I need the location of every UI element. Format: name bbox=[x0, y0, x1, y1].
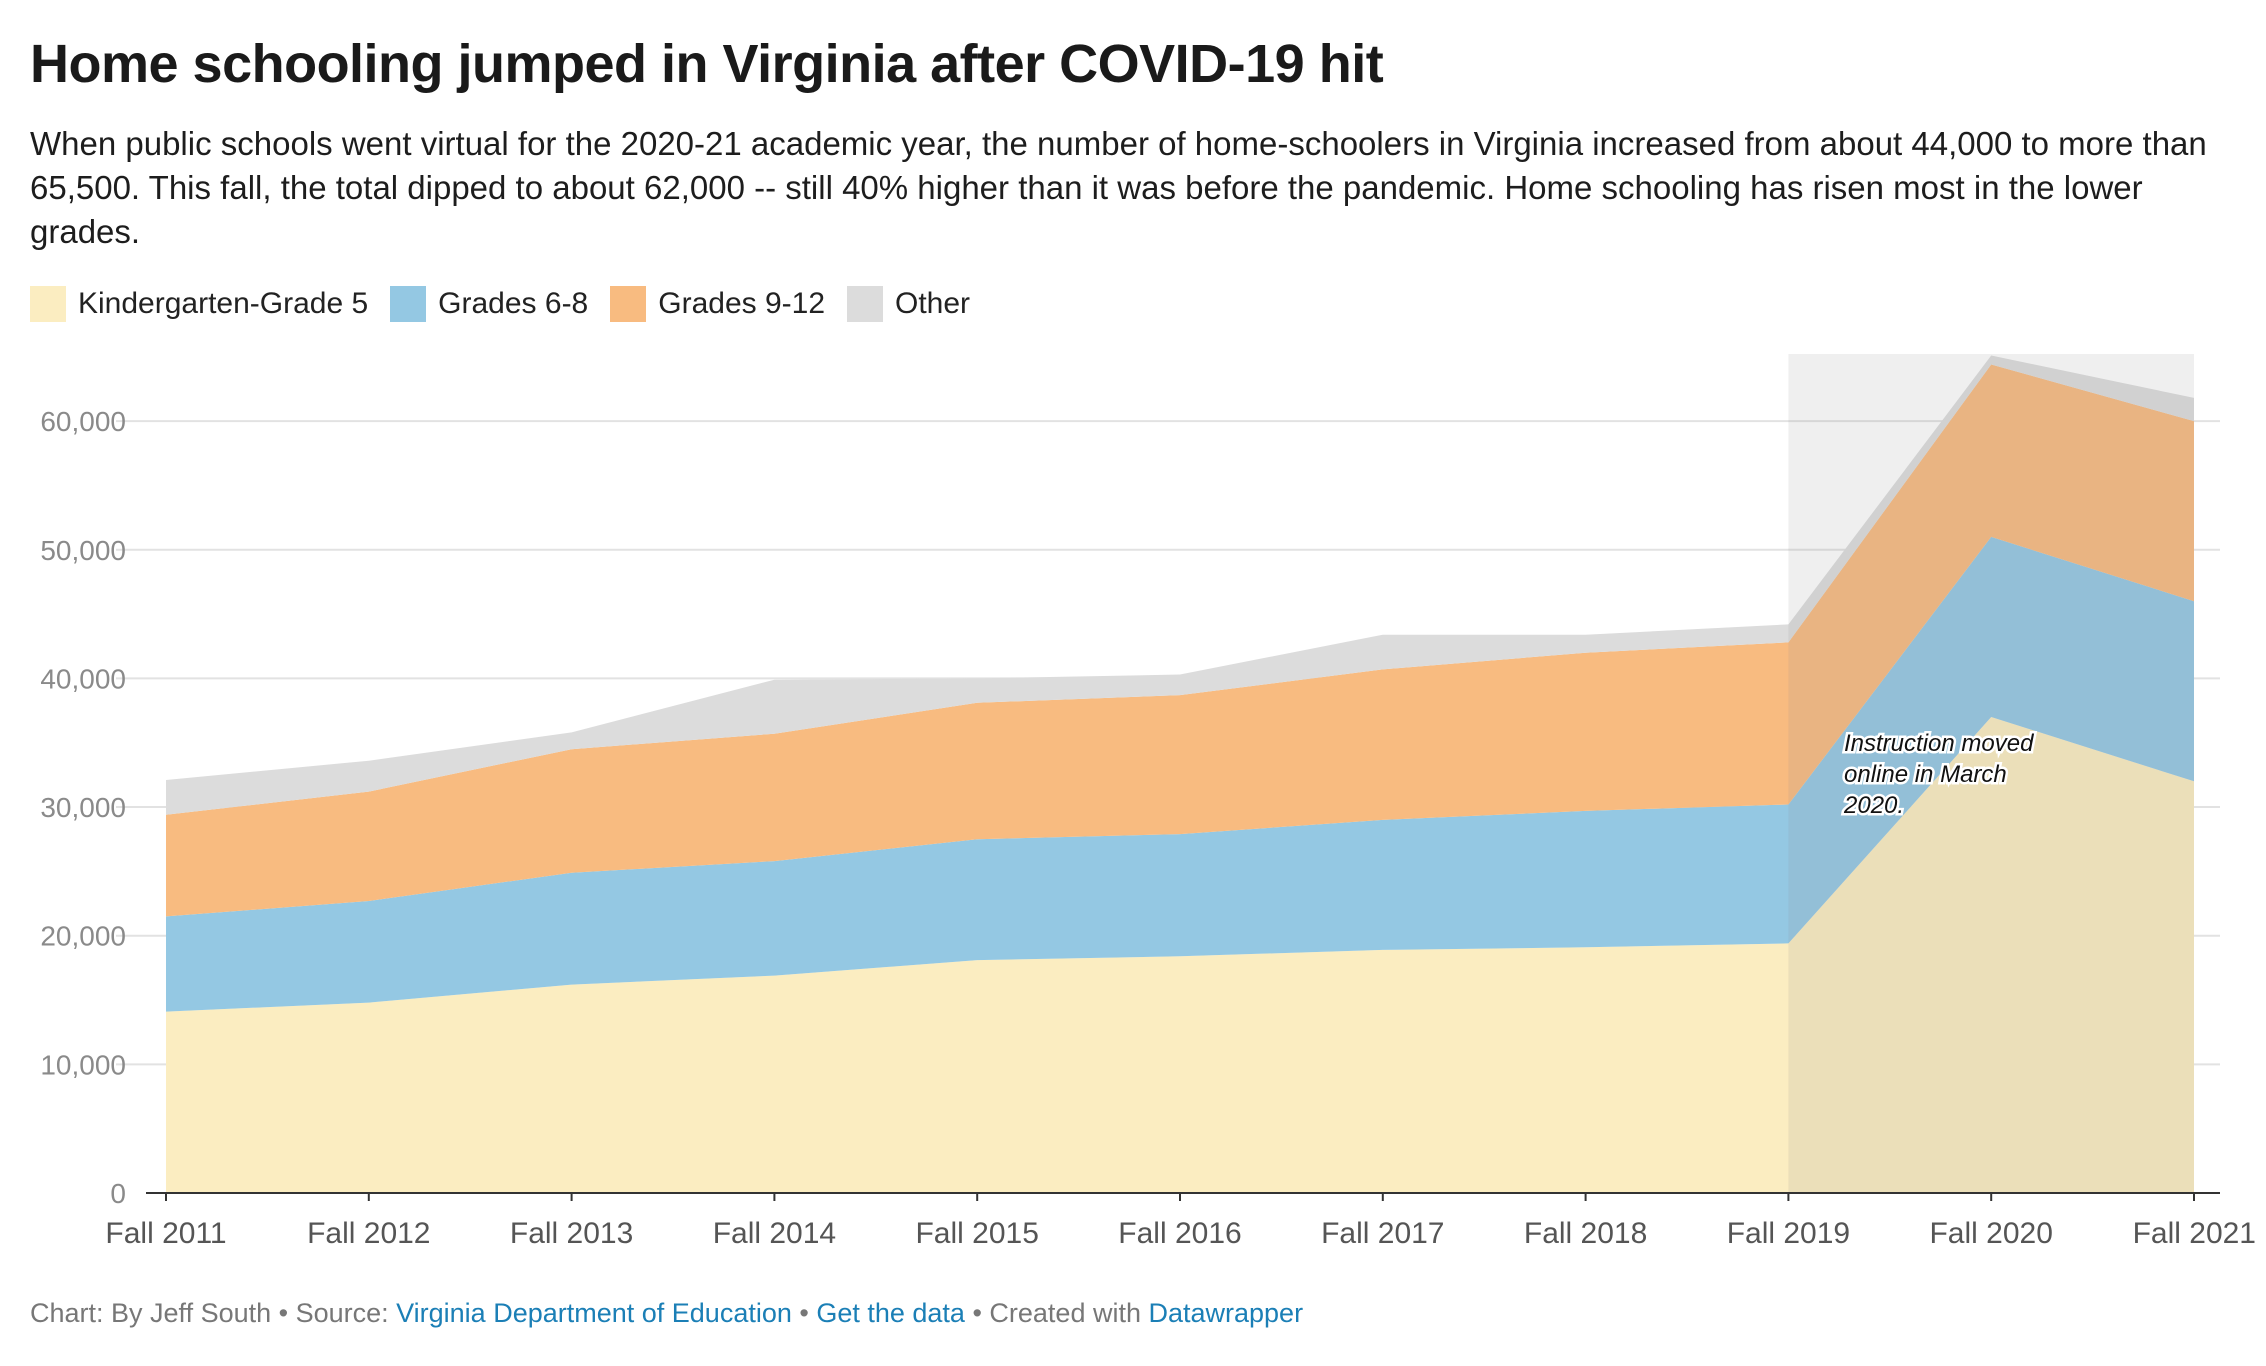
legend-item-k5: Kindergarten-Grade 5 bbox=[30, 286, 368, 322]
x-tick-label: Fall 2019 bbox=[1727, 1217, 1850, 1250]
x-tick-label: Fall 2018 bbox=[1524, 1217, 1647, 1250]
legend-label-k5: Kindergarten-Grade 5 bbox=[78, 287, 369, 320]
y-tick-label: 10,000 bbox=[40, 1049, 126, 1080]
chart-footer: Chart: By Jeff South • Source: Virginia … bbox=[30, 1298, 1303, 1329]
highlight-range-overlay bbox=[1788, 354, 2194, 1193]
y-tick-label: 0 bbox=[110, 1178, 126, 1209]
get-data-link[interactable]: Get the data bbox=[816, 1298, 965, 1328]
y-tick-label: 60,000 bbox=[40, 406, 126, 437]
x-tick-label: Fall 2014 bbox=[713, 1217, 836, 1250]
area-series-3 bbox=[166, 364, 2194, 917]
annotation-line: Instruction moved bbox=[1844, 730, 2034, 757]
legend-label-grades-9-12: Grades 9-12 bbox=[658, 287, 826, 320]
chart-legend: Kindergarten-Grade 5 Grades 6-8 Grades 9… bbox=[30, 282, 992, 326]
footer-created-with: • Created with bbox=[964, 1298, 1149, 1328]
area-chart: 0 10,000 20,000 30,000 40,000 50,000 60,000 Fal… bbox=[40, 354, 2256, 1250]
area-series-4 bbox=[166, 355, 2194, 815]
legend-item-other: Other bbox=[847, 286, 970, 322]
source-link[interactable]: Virginia Department of Education bbox=[396, 1298, 792, 1328]
x-tick-label: Fall 2021 bbox=[2133, 1217, 2256, 1250]
annotation-line: 2020. bbox=[1843, 792, 1904, 819]
x-tick-label: Fall 2012 bbox=[307, 1217, 430, 1250]
y-tick-label: 50,000 bbox=[40, 535, 126, 566]
legend-item-grades-9-12: Grades 9-12 bbox=[610, 286, 825, 322]
legend-swatch-k5 bbox=[30, 286, 66, 322]
legend-label-grades-6-8: Grades 6-8 bbox=[438, 287, 589, 320]
chart-title: Home schooling jumped in Virginia after … bbox=[30, 34, 1384, 94]
legend-label-other: Other bbox=[895, 287, 971, 320]
y-tick-label: 40,000 bbox=[40, 663, 126, 694]
x-tick-label: Fall 2017 bbox=[1321, 1217, 1444, 1250]
footer-credit: Chart: By Jeff South • Source: bbox=[30, 1298, 397, 1328]
x-tick-label: Fall 2020 bbox=[1929, 1217, 2052, 1250]
legend-swatch-grades-9-12 bbox=[610, 286, 647, 322]
y-tick-label: 30,000 bbox=[40, 792, 126, 823]
annotation-line: online in March bbox=[1844, 761, 2007, 788]
legend-swatch-other bbox=[847, 286, 884, 322]
x-tick-label: Fall 2013 bbox=[510, 1217, 633, 1250]
datawrapper-link[interactable]: Datawrapper bbox=[1148, 1298, 1304, 1328]
footer-separator: • bbox=[791, 1298, 817, 1328]
x-tick-label: Fall 2011 bbox=[105, 1217, 226, 1250]
legend-item-grades-6-8: Grades 6-8 bbox=[390, 286, 588, 322]
x-tick-label: Fall 2015 bbox=[915, 1217, 1038, 1250]
chart-subtitle: When public schools went virtual for the… bbox=[30, 125, 2207, 250]
y-tick-label: 20,000 bbox=[40, 921, 126, 952]
legend-swatch-grades-6-8 bbox=[390, 286, 427, 322]
area-series-2 bbox=[166, 536, 2194, 1012]
area-series-1 bbox=[166, 717, 2194, 1193]
x-tick-label: Fall 2016 bbox=[1118, 1217, 1241, 1250]
